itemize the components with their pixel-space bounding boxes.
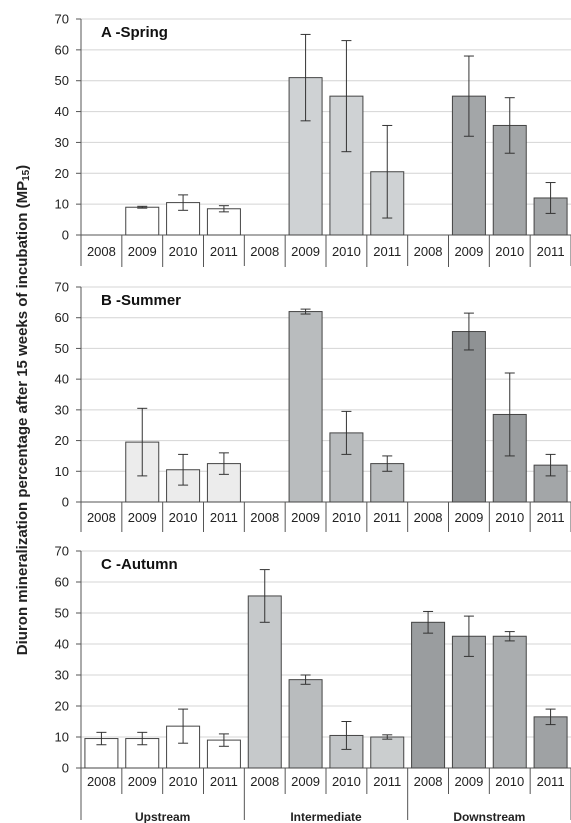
x-tick-label: 2010 — [495, 774, 524, 789]
x-tick-label: 2011 — [537, 244, 565, 259]
y-tick-label: 0 — [62, 495, 69, 510]
panel-title: A -Spring — [101, 24, 168, 41]
x-tick-label: 2009 — [291, 244, 320, 259]
y-tick-label: 70 — [55, 544, 69, 559]
x-tick-label: 2008 — [250, 774, 279, 789]
y-tick-label: 50 — [55, 73, 69, 88]
y-tick-label: 10 — [55, 197, 69, 212]
x-tick-label: 2009 — [128, 774, 157, 789]
x-tick-label: 2010 — [332, 510, 361, 525]
x-tick-label: 2008 — [414, 774, 443, 789]
bar — [411, 621, 446, 769]
x-tick-label: 2010 — [332, 244, 361, 259]
x-tick-label: 2008 — [250, 244, 279, 259]
y-tick-label: 60 — [55, 310, 69, 325]
y-axis-label-subscript: 15 — [21, 169, 32, 181]
x-tick-label: 2008 — [414, 510, 443, 525]
y-axis-label-main: Diuron mineralization percentage after 1… — [14, 181, 31, 655]
x-tick-label: 2009 — [128, 244, 157, 259]
panel-title: B -Summer — [101, 292, 181, 309]
x-tick-label: 2011 — [210, 510, 238, 525]
y-tick-label: 0 — [62, 228, 69, 243]
x-tick-label: 2008 — [87, 244, 116, 259]
panel-1: 0 10 20 30 40 50 60 70 2008 2009 2010 2011 2008 2009 2… — [55, 12, 571, 267]
x-tick-label: 2011 — [373, 774, 401, 789]
x-tick-label: 2011 — [373, 244, 401, 259]
x-tick-label: 2009 — [454, 244, 483, 259]
group-label: Intermediate — [290, 810, 362, 823]
x-tick-label: 2010 — [495, 244, 524, 259]
x-tick-label: 2009 — [128, 510, 157, 525]
y-axis-label-close: ) — [14, 165, 31, 170]
bar — [492, 635, 527, 769]
x-tick-label: 2010 — [332, 774, 361, 789]
y-tick-label: 20 — [55, 433, 69, 448]
y-tick-label: 10 — [55, 730, 69, 745]
y-tick-label: 60 — [55, 575, 69, 590]
y-tick-label: 60 — [55, 42, 69, 57]
y-tick-label: 70 — [55, 12, 69, 27]
y-tick-label: 70 — [55, 280, 69, 295]
x-tick-label: 2010 — [169, 774, 198, 789]
group-label: Upstream — [135, 810, 190, 823]
y-tick-label: 20 — [55, 166, 69, 181]
y-tick-label: 30 — [55, 668, 69, 683]
x-tick-label: 2011 — [373, 510, 401, 525]
y-tick-label: 30 — [55, 402, 69, 417]
y-tick-label: 40 — [55, 372, 69, 387]
x-tick-label: 2008 — [87, 510, 116, 525]
x-tick-label: 2010 — [495, 510, 524, 525]
bar — [125, 206, 160, 236]
y-tick-label: 40 — [55, 637, 69, 652]
x-tick-label: 2008 — [87, 774, 116, 789]
x-tick-label: 2009 — [454, 774, 483, 789]
bar — [370, 736, 405, 769]
bar — [533, 716, 568, 769]
bar — [206, 208, 241, 236]
x-tick-label: 2009 — [291, 774, 320, 789]
x-tick-label: 2008 — [250, 510, 279, 525]
panel-3: 0 10 20 30 40 50 60 70 2008 2009 2010 2011 2008 2009 2… — [55, 544, 571, 820]
group-label: Downstream — [453, 810, 525, 823]
y-tick-label: 0 — [62, 761, 69, 776]
x-tick-label: 2011 — [210, 774, 238, 789]
panel-2: 0 10 20 30 40 50 60 70 2008 2009 2010 2011 2008 2009 2… — [55, 280, 571, 532]
x-tick-label: 2009 — [291, 510, 320, 525]
x-tick-label: 2009 — [454, 510, 483, 525]
bar — [247, 595, 282, 769]
group-labels: Upstream Intermediate Downstream — [135, 810, 525, 823]
y-tick-label: 50 — [55, 606, 69, 621]
x-tick-label: 2010 — [169, 510, 198, 525]
y-tick-label: 50 — [55, 341, 69, 356]
y-tick-label: 10 — [55, 464, 69, 479]
bar — [288, 311, 323, 503]
x-tick-label: 2011 — [537, 774, 565, 789]
bar — [451, 635, 486, 769]
bar — [288, 679, 323, 769]
x-tick-label: 2011 — [210, 244, 238, 259]
panel-title: C -Autumn — [101, 556, 178, 573]
y-axis-label: Diuron mineralization percentage after 1… — [14, 165, 32, 655]
x-tick-label: 2011 — [537, 510, 565, 525]
y-tick-label: 30 — [55, 135, 69, 150]
x-tick-label: 2010 — [169, 244, 198, 259]
bar — [451, 331, 486, 503]
y-tick-label: 40 — [55, 104, 69, 119]
x-tick-label: 2008 — [414, 244, 443, 259]
y-tick-label: 20 — [55, 699, 69, 714]
